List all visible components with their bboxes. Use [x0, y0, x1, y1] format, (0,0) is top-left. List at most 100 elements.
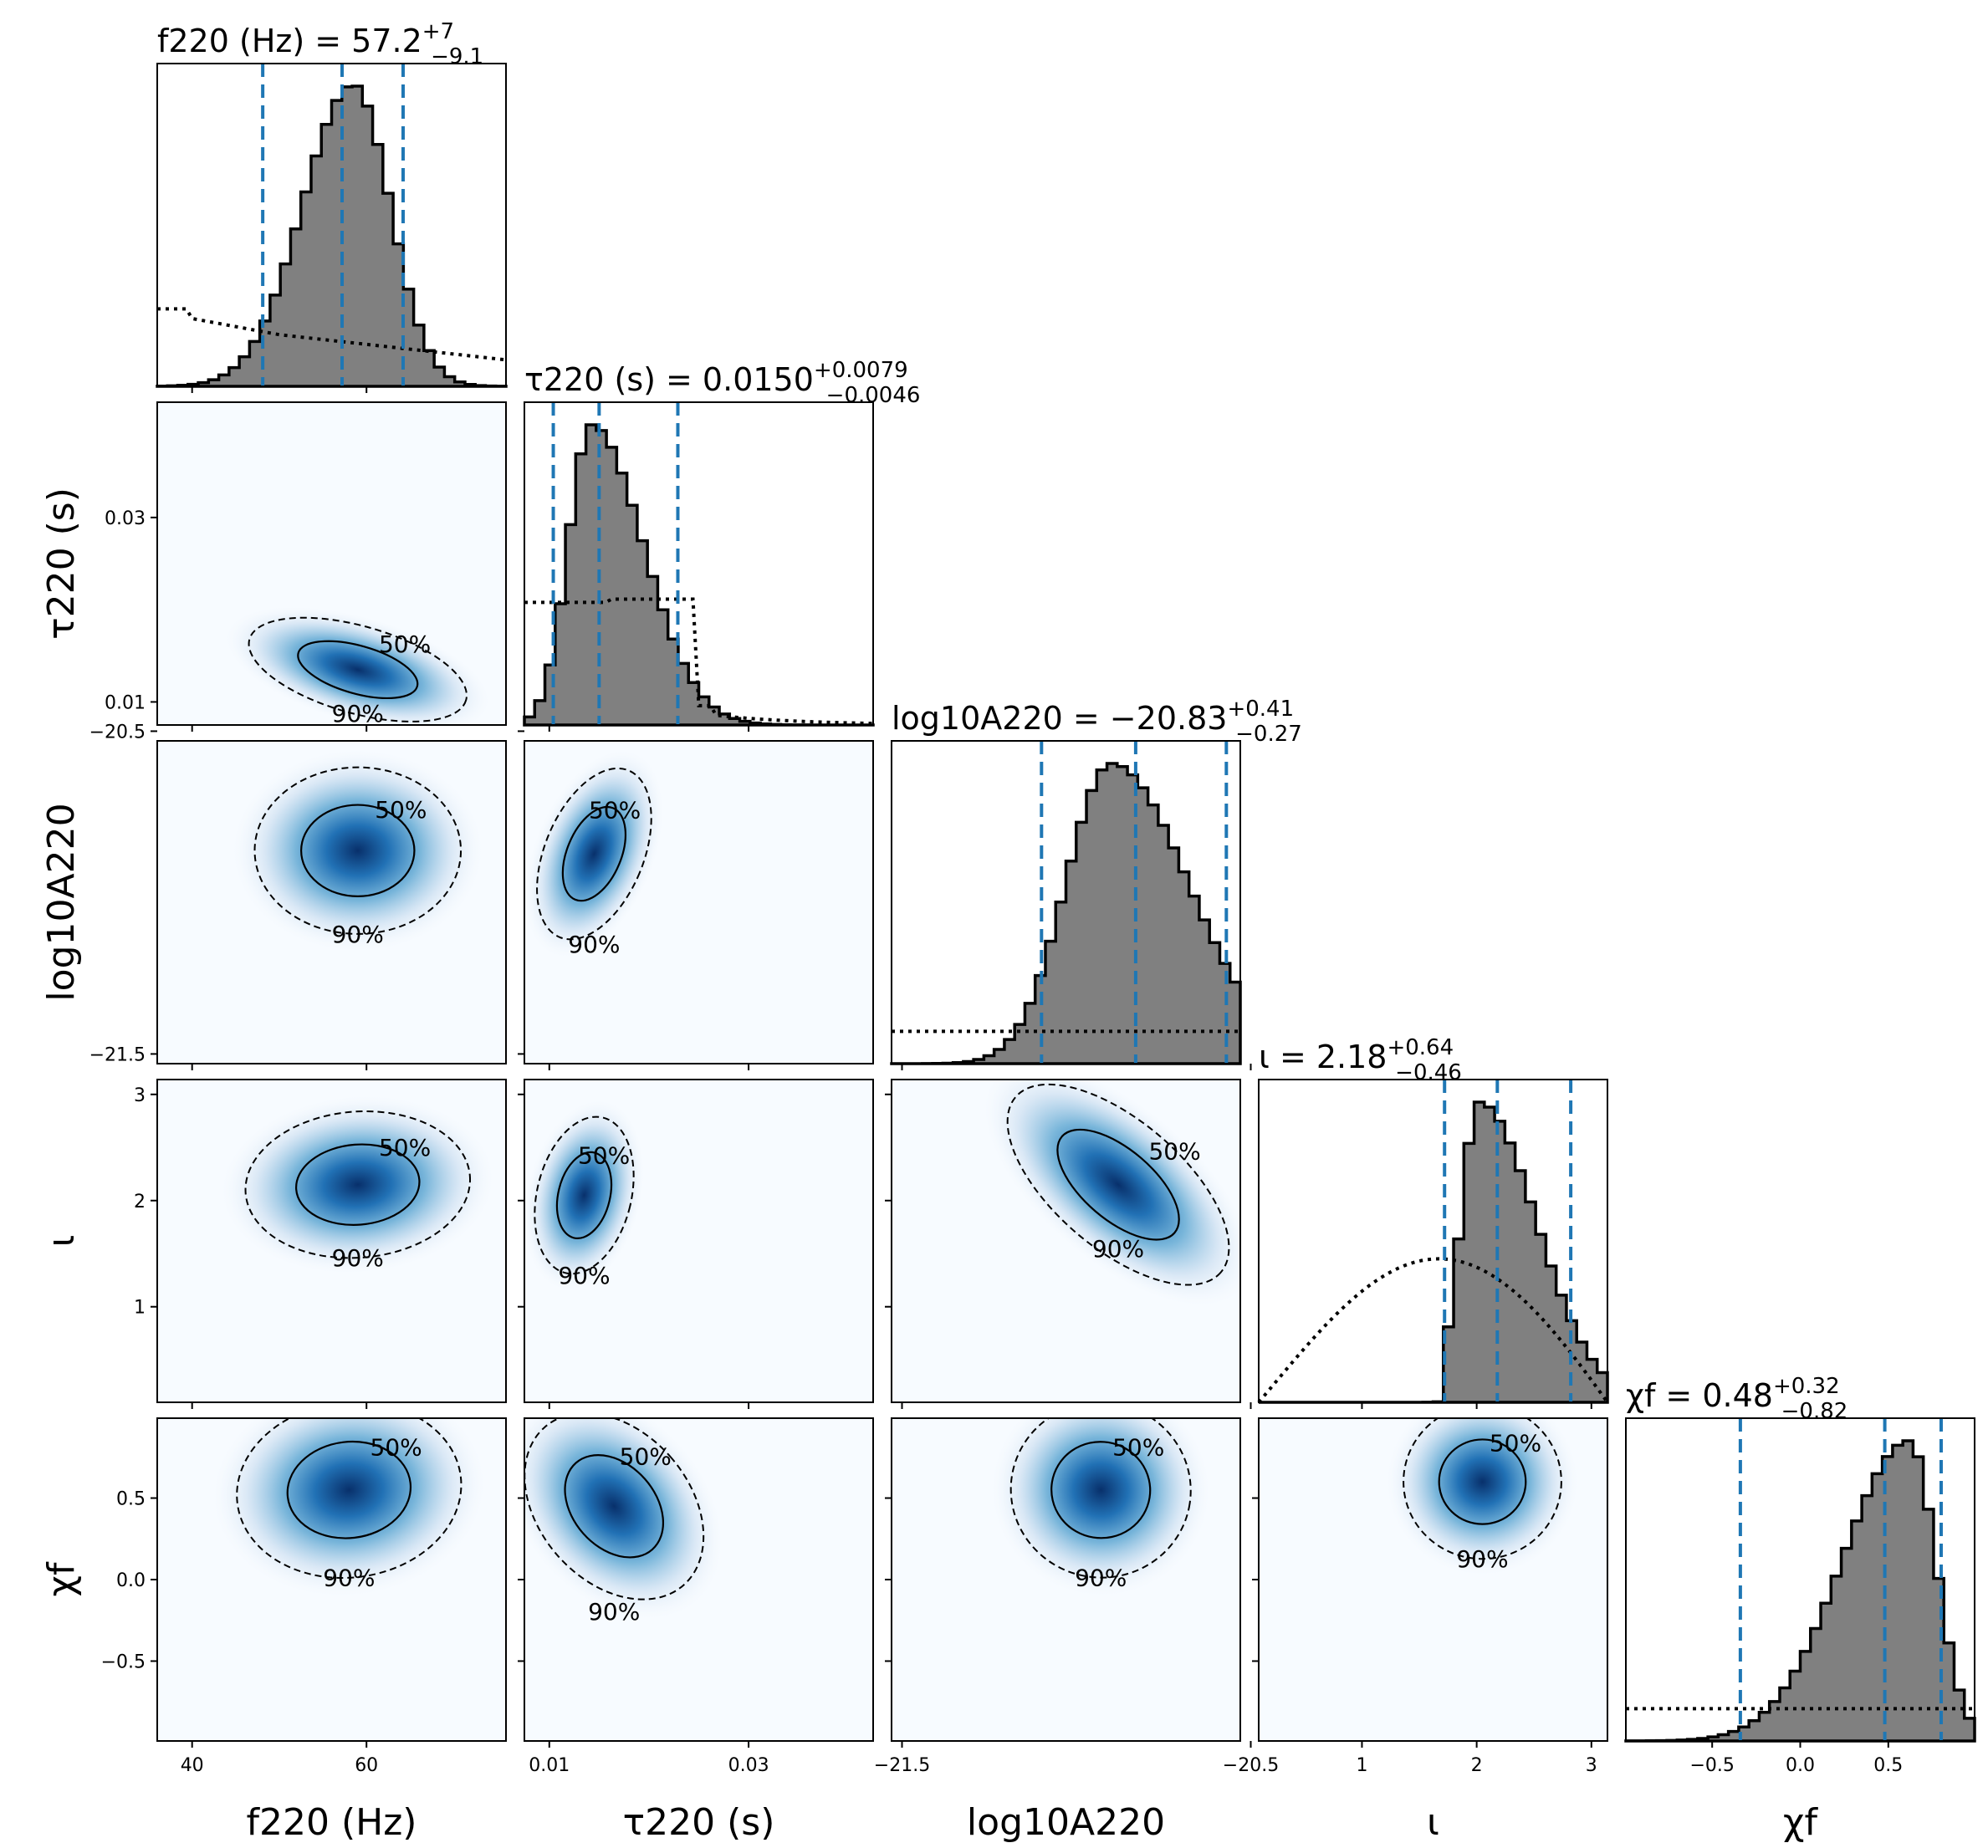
title-upper-error: +0.64 [1387, 1035, 1454, 1060]
title-main: τ220 (s) = 0.0150 [524, 361, 814, 398]
density-layer: 50% 90% [157, 402, 506, 727]
contour-50 [1056, 1128, 1180, 1241]
density-blob [524, 1418, 723, 1619]
density-layer: 50% 90% [157, 741, 506, 1064]
contour-90 [536, 767, 652, 941]
title-lower-error: −0.0046 [826, 383, 921, 408]
x-tick-label: 3 [1586, 1755, 1597, 1776]
joint-panel-logA-iota: 50% 90% [891, 1079, 1241, 1403]
density-layer: 50% 90% [524, 1080, 873, 1402]
contour-90 [534, 1115, 635, 1275]
contour-50 [561, 805, 626, 902]
density-layer: 50% 90% [157, 1418, 506, 1741]
y-axis-label: log10A220 [40, 803, 83, 1001]
y-tick-label: 2 [134, 1192, 146, 1212]
contour-90 [236, 1418, 463, 1580]
density-layer: 50% 90% [892, 1080, 1240, 1402]
posterior-histogram [156, 84, 508, 388]
panel-frame [524, 740, 874, 1064]
panel-title: τ220 (s) = 0.0150+0.0079 −0.0046 [524, 358, 920, 408]
x-axis-label: log10A220 [967, 1801, 1165, 1844]
density-layer: 50% 90% [1259, 1418, 1607, 1741]
contour-label-90: 90% [588, 1598, 640, 1626]
density-layer: 50% 90% [524, 1418, 873, 1741]
contour-90 [1403, 1418, 1562, 1560]
density-blob [992, 1418, 1210, 1596]
contour-label-90: 90% [1456, 1545, 1508, 1573]
panel-frame [524, 401, 874, 726]
y-tick-label: −20.5 [89, 722, 146, 743]
contour-90 [1009, 1418, 1192, 1579]
posterior-histogram [892, 762, 1242, 1065]
diag-panel-logA: log10A220 = −20.83+0.41 −0.27 [891, 697, 1302, 1065]
panel-frame [891, 740, 1241, 1064]
contour-90 [244, 1110, 472, 1259]
contour-50 [300, 804, 416, 897]
contour-label-50: 50% [379, 630, 431, 658]
title-main: χf = 0.48 [1626, 1377, 1773, 1414]
contour-label-50: 50% [1148, 1137, 1200, 1165]
x-tick-label: 1 [1356, 1755, 1367, 1776]
density-layer: 50% 90% [892, 1418, 1240, 1741]
contour-label-50: 50% [578, 1142, 630, 1170]
x-tick-label: 2 [1471, 1755, 1483, 1776]
title-main: f220 (Hz) = 57.2 [157, 23, 422, 59]
joint-panel-f-tau: 50% 90% [156, 401, 507, 727]
title-main: log10A220 = −20.83 [892, 700, 1227, 737]
density-blob [213, 1418, 485, 1597]
x-tick-label: 0.5 [1873, 1755, 1903, 1776]
x-axis-label: χf [1783, 1801, 1818, 1844]
contour-50 [1438, 1438, 1527, 1525]
prior-curve [1257, 1257, 1609, 1404]
joint-panel-f-chi: 50% 90% [156, 1417, 507, 1742]
contour-50 [294, 1143, 421, 1226]
contour-label-90: 90% [332, 700, 384, 727]
joint-panel-f-iota: 50% 90% [156, 1079, 507, 1403]
title-main: ι = 2.18 [1259, 1039, 1387, 1075]
title-upper-error: +0.41 [1227, 697, 1294, 722]
contour-label-90: 90% [1075, 1565, 1127, 1592]
contour-50 [286, 1440, 412, 1539]
y-tick-label: 1 [134, 1298, 146, 1319]
contour-label-90: 90% [332, 1244, 384, 1272]
panel-title: f220 (Hz) = 57.2+7 −9.1 [157, 19, 483, 69]
density-layer: 50% 90% [524, 741, 873, 1064]
joint-panel-tau-iota: 50% 90% [524, 1079, 874, 1403]
contour-label-50: 50% [1490, 1430, 1541, 1457]
diag-panel-chi: χf = 0.48+0.32 −0.82 [1624, 1374, 1976, 1743]
y-axis-label: τ220 (s) [40, 488, 83, 640]
y-axis-label: ι [40, 1235, 83, 1248]
y-tick-label: −21.5 [89, 1044, 146, 1065]
contour-label-90: 90% [332, 921, 384, 948]
y-axis-label: χf [40, 1561, 83, 1596]
contour-label-90: 90% [568, 931, 620, 958]
contour-label-50: 50% [1112, 1433, 1164, 1461]
y-tick-label: −0.5 [101, 1651, 146, 1672]
contour-label-50: 50% [620, 1443, 672, 1471]
density-blob [1387, 1418, 1578, 1575]
contour-50 [297, 640, 419, 699]
contour-90 [248, 616, 468, 722]
title-lower-error: −9.1 [431, 44, 483, 69]
contour-label-50: 50% [379, 1134, 431, 1161]
x-tick-label: 0.0 [1786, 1755, 1815, 1776]
title-lower-error: −0.27 [1235, 722, 1302, 747]
y-tick-label: 0.03 [105, 508, 146, 529]
x-tick-label: 40 [181, 1755, 204, 1776]
y-tick-label: 0.01 [105, 692, 146, 713]
title-lower-error: −0.82 [1781, 1399, 1848, 1424]
diag-panel-tau: τ220 (s) = 0.0150+0.0079 −0.0046 [523, 358, 920, 727]
density-blob [524, 1100, 645, 1290]
title-upper-error: +7 [422, 19, 454, 44]
density-blob [233, 749, 483, 952]
posterior-histogram [1259, 1100, 1609, 1404]
contour-label-90: 90% [558, 1262, 610, 1289]
joint-panel-f-logA: 50% 90% [156, 740, 507, 1064]
contour-50 [564, 1454, 665, 1559]
panel-frame [1258, 1079, 1608, 1403]
contour-50 [1050, 1441, 1152, 1539]
diag-panel-f: f220 (Hz) = 57.2+7 −9.1 [156, 19, 508, 388]
posterior-histogram [523, 423, 873, 727]
panel-title: χf = 0.48+0.32 −0.82 [1626, 1374, 1847, 1424]
